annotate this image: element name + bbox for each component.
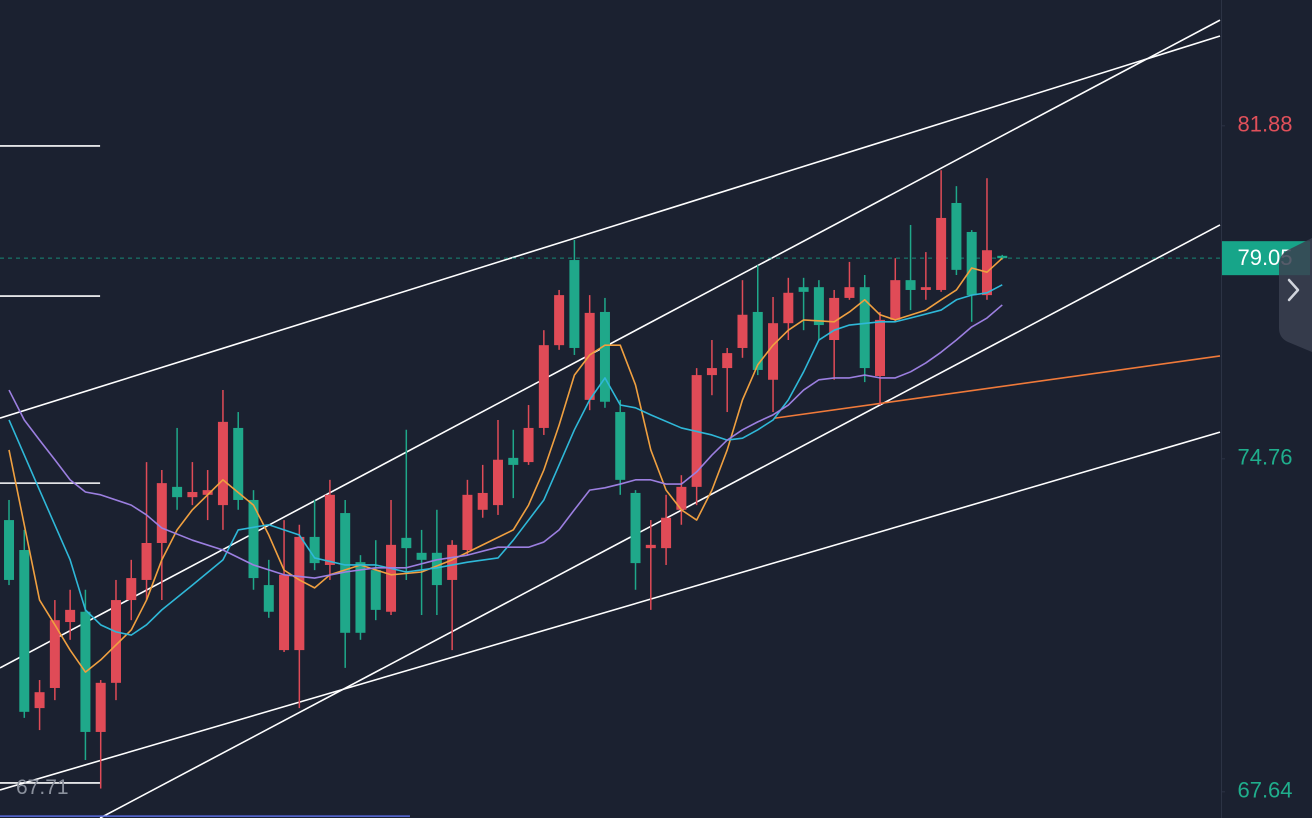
candle-body: [813, 287, 824, 326]
candle-body: [829, 297, 840, 341]
candle-body: [706, 368, 717, 376]
candle-body: [187, 492, 198, 498]
candle-body: [936, 217, 947, 290]
candle-body: [905, 280, 916, 290]
y-tick-label: 81.88: [1237, 112, 1292, 137]
candle-body: [737, 314, 748, 348]
candle-body: [920, 287, 931, 290]
candle-body: [19, 550, 30, 712]
candle-body: [798, 287, 809, 292]
candle-body: [309, 536, 320, 564]
candle-body: [768, 323, 779, 380]
candle-body: [844, 287, 855, 298]
moving-average-line: [8, 257, 1003, 673]
candle-body: [340, 513, 351, 633]
candle-body: [49, 620, 60, 688]
candle-body: [34, 692, 45, 709]
candle-body: [951, 202, 962, 270]
candle-body: [508, 457, 519, 465]
trendline: [0, 19, 1221, 669]
candle-body: [447, 544, 458, 580]
candle-body: [492, 459, 503, 506]
candle-body: [263, 585, 274, 612]
trendline: [99, 224, 1221, 818]
candle-body: [126, 578, 137, 601]
candle-body: [890, 280, 901, 320]
candle-body: [141, 542, 152, 580]
candle-body: [661, 517, 672, 549]
candle-body: [997, 255, 1008, 259]
trendline: [0, 431, 1221, 791]
y-tick-label: 67.64: [1237, 778, 1292, 803]
moving-average-line: [8, 284, 1003, 636]
plot-area: 67.71: [0, 19, 1221, 818]
button-shape[interactable]: [1279, 238, 1312, 352]
candle-body: [431, 552, 442, 586]
candle-body: [783, 292, 794, 324]
candle-body: [875, 319, 886, 377]
candle-body: [4, 520, 15, 580]
candle-body: [355, 562, 366, 633]
candle-body: [386, 544, 397, 612]
candle-body: [630, 492, 641, 564]
candle-body: [172, 486, 183, 498]
candle-body: [248, 499, 259, 579]
candle-body: [156, 483, 167, 543]
candle-body: [401, 537, 412, 549]
candle-body: [966, 231, 977, 296]
candle-body: [95, 682, 106, 732]
candle-body: [599, 311, 610, 402]
chevron-icon: [1287, 278, 1300, 302]
y-tick-label: 74.76: [1237, 445, 1292, 470]
candle-body: [752, 311, 763, 370]
candle-body: [279, 574, 290, 651]
candle-body: [233, 427, 244, 500]
candle-body: [416, 552, 427, 560]
candle-body: [615, 412, 626, 480]
candle-body: [538, 345, 549, 428]
candle-body: [462, 494, 473, 551]
candle-body: [370, 570, 381, 610]
candle-body: [324, 494, 335, 565]
trendline: [0, 35, 1221, 419]
low-price-label: 67.71: [16, 776, 69, 799]
candle-body: [110, 600, 121, 683]
candle-body: [554, 295, 565, 346]
candle-body: [676, 486, 687, 510]
candle-body: [477, 492, 488, 510]
trendline: [774, 355, 1221, 419]
candle-body: [645, 544, 656, 549]
candle-body: [65, 609, 76, 623]
candle-body: [569, 260, 580, 348]
candle-body: [523, 427, 534, 463]
moving-average-line: [8, 304, 1003, 579]
candle-body: [294, 536, 305, 651]
candle-body: [584, 312, 595, 400]
candle-body: [722, 353, 733, 369]
candle-body: [859, 287, 870, 369]
collapse-button[interactable]: [1279, 238, 1312, 352]
candle-body: [202, 490, 213, 495]
candle-body: [217, 421, 228, 506]
